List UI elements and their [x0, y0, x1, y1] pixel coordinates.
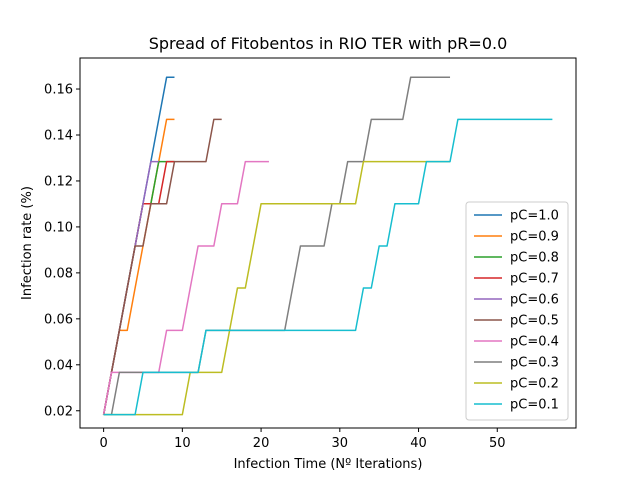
x-tick-label: 30 [332, 436, 349, 451]
legend-label: pC=0.2 [510, 377, 559, 392]
x-axis: 0 10 20 30 40 50 [99, 428, 506, 451]
chart-title: Spread of Fitobentos in RIO TER with pR=… [149, 34, 508, 53]
series-line-9 [103, 118, 553, 416]
legend-label: pC=0.5 [510, 314, 559, 329]
y-axis-title: Infection rate (%) [20, 186, 35, 300]
y-axis: 0.02 0.04 0.06 0.08 0.10 0.12 0.14 0.16 [44, 83, 80, 419]
y-tick-label: 0.12 [44, 174, 73, 189]
plot-frame [79, 57, 577, 429]
y-tick-label: 0.16 [44, 83, 73, 98]
series-line-5 [102, 118, 222, 415]
x-tick-label: 40 [410, 436, 427, 451]
y-tick-label: 0.14 [44, 128, 73, 143]
y-tick-label: 0.08 [44, 266, 73, 281]
x-tick-label: 20 [253, 436, 270, 451]
legend-label: pC=0.3 [510, 356, 559, 371]
series-line-8 [103, 160, 451, 416]
x-tick-label: 10 [174, 436, 191, 451]
y-tick-label: 0.02 [44, 404, 73, 419]
x-tick-label: 50 [489, 436, 506, 451]
legend-label: pC=0.1 [510, 398, 559, 413]
legend-label: pC=0.7 [510, 272, 559, 287]
x-axis-title: Infection Time (Nº Iterations) [234, 457, 423, 472]
legend-label: pC=0.4 [510, 335, 559, 350]
y-tick-label: 0.04 [44, 358, 73, 373]
x-tick-label: 0 [99, 436, 107, 451]
legend: pC=1.0 pC=0.9 pC=0.8 pC=0.7 pC=0.6 pC=0.5 pC=0… [465, 201, 569, 421]
y-tick-label: 0.10 [44, 220, 73, 235]
legend-label: pC=0.8 [510, 251, 559, 266]
y-tick-label: 0.06 [44, 312, 73, 327]
legend-label: pC=1.0 [510, 209, 559, 224]
legend-label: pC=0.6 [510, 293, 559, 308]
series-layer [102, 76, 553, 416]
legend-label: pC=0.9 [510, 230, 559, 245]
